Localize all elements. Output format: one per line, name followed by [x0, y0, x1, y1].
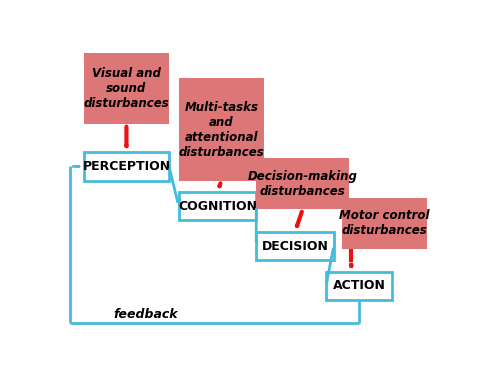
Text: ACTION: ACTION: [332, 279, 386, 292]
FancyBboxPatch shape: [326, 272, 392, 300]
Text: PERCEPTION: PERCEPTION: [82, 160, 170, 173]
FancyBboxPatch shape: [179, 192, 256, 220]
FancyBboxPatch shape: [256, 232, 334, 260]
FancyBboxPatch shape: [179, 78, 264, 181]
Text: COGNITION: COGNITION: [178, 200, 257, 213]
Text: DECISION: DECISION: [262, 239, 328, 252]
Text: Motor control
disturbances: Motor control disturbances: [339, 209, 430, 237]
FancyBboxPatch shape: [342, 198, 427, 249]
Text: Visual and
sound
disturbances: Visual and sound disturbances: [84, 67, 170, 110]
FancyBboxPatch shape: [256, 158, 349, 209]
Text: feedback: feedback: [113, 308, 178, 321]
FancyBboxPatch shape: [84, 53, 169, 124]
Text: Multi-tasks
and
attentional
disturbances: Multi-tasks and attentional disturbances: [178, 100, 264, 159]
FancyBboxPatch shape: [84, 152, 169, 181]
Text: Decision-making
disturbances: Decision-making disturbances: [248, 169, 358, 197]
